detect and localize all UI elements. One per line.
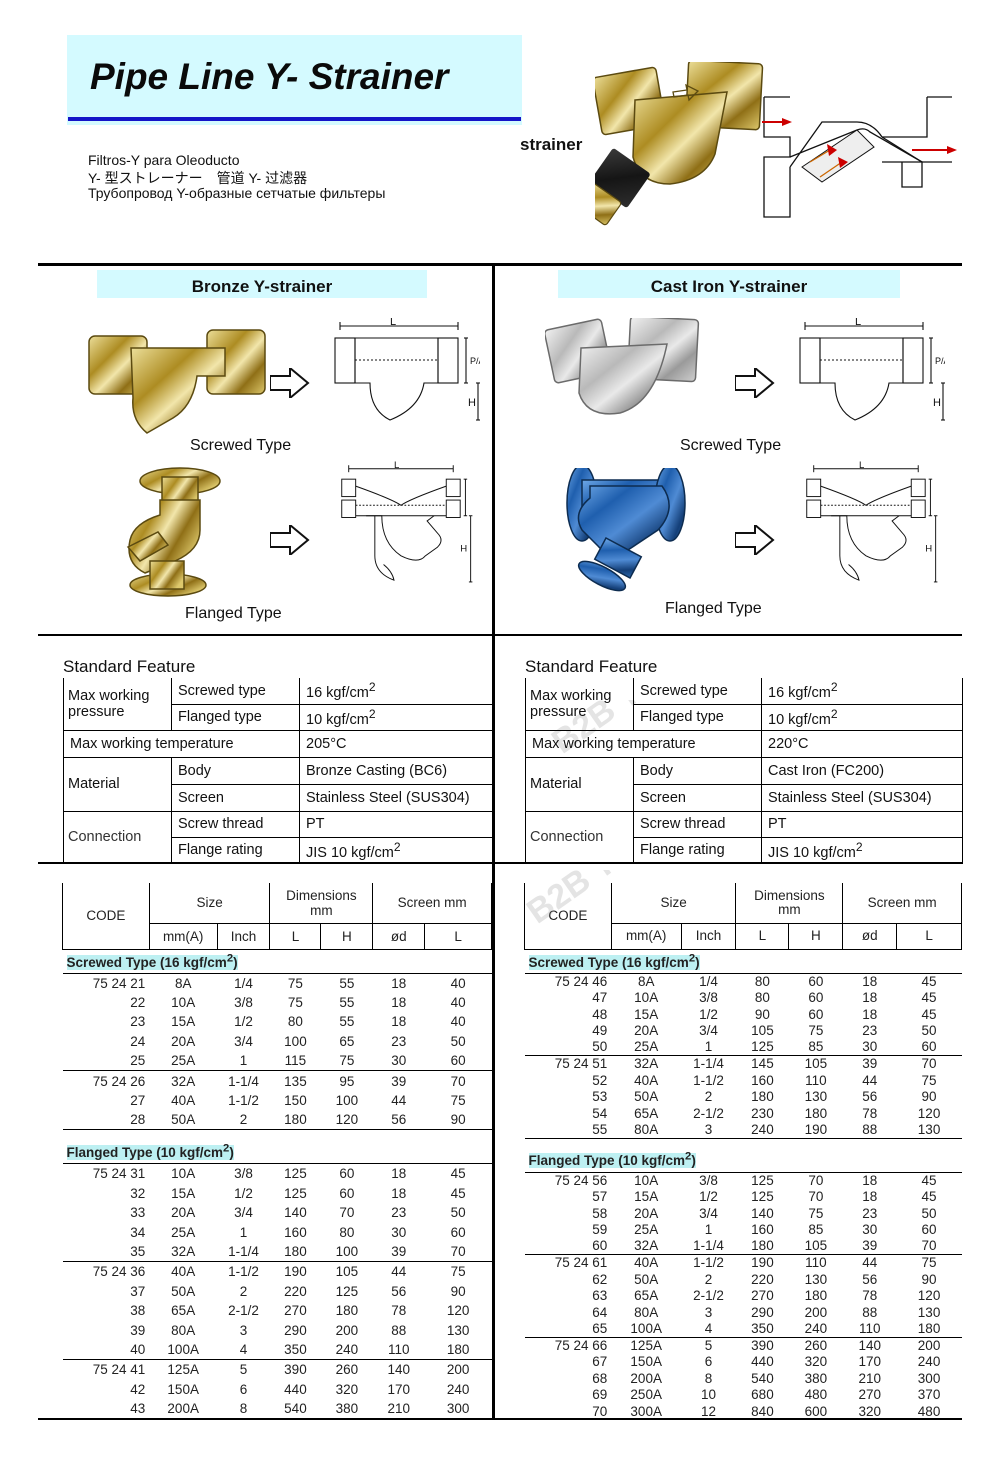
svg-text:L: L [855, 318, 861, 328]
svg-text:H: H [460, 543, 467, 554]
svg-text:P/A: P/A [935, 356, 945, 366]
svg-text:H: H [933, 397, 941, 409]
svg-text:L: L [390, 318, 396, 328]
svg-text:H: H [925, 543, 932, 554]
svg-text:H: H [468, 397, 476, 409]
svg-text:L: L [859, 460, 865, 471]
svg-text:P/A: P/A [470, 356, 480, 366]
svg-text:L: L [394, 460, 400, 471]
